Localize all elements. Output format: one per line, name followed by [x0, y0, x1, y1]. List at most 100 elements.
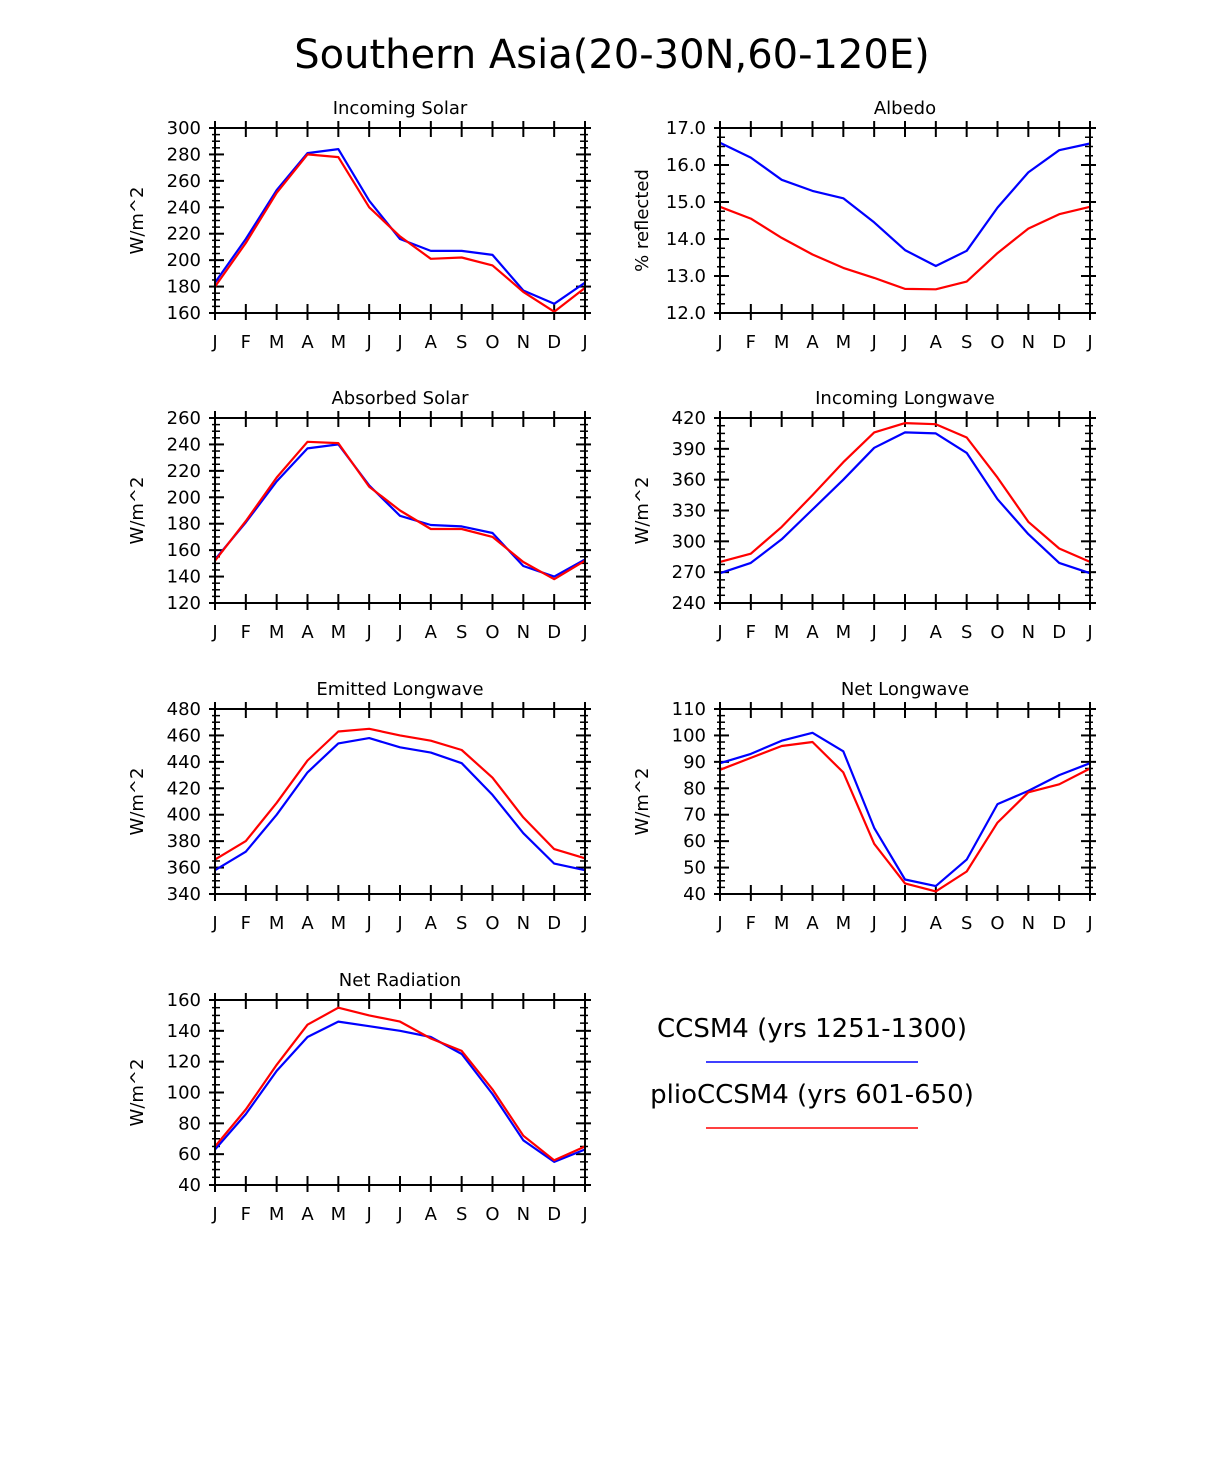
figure-title: Southern Asia(20-30N,60-120E) [294, 32, 930, 78]
x-tick-label: A [301, 622, 314, 643]
x-tick-label: A [425, 913, 438, 934]
series-line [214, 1020, 586, 1164]
panel-title: Absorbed Solar [331, 388, 469, 409]
y-tick-label: 240 [167, 197, 201, 218]
series-line [719, 205, 1091, 291]
x-tick-label: J [901, 913, 907, 934]
series-line [214, 727, 586, 861]
series-line [214, 736, 586, 872]
y-tick-label: 80 [683, 778, 706, 799]
panel-title: Incoming Longwave [815, 388, 995, 409]
y-tick-label: 220 [167, 461, 201, 482]
x-tick-label: A [930, 913, 943, 934]
x-tick-label: J [211, 1204, 217, 1225]
x-tick-label: D [1052, 913, 1066, 934]
series-line [719, 740, 1091, 893]
y-tick-label: 240 [672, 593, 706, 614]
x-tick-label: M [269, 332, 285, 353]
y-tick-label: 260 [167, 171, 201, 192]
y-tick-label: 460 [167, 725, 201, 746]
x-tick-label: M [331, 913, 347, 934]
x-tick-label: J [901, 332, 907, 353]
x-tick-label: A [425, 622, 438, 643]
x-tick-label: D [1052, 332, 1066, 353]
plot-frame [719, 127, 1091, 314]
y-tick-label: 100 [167, 1083, 201, 1104]
x-tick-label: M [836, 913, 852, 934]
panel-title: Emitted Longwave [316, 679, 483, 700]
x-tick-label: O [990, 332, 1004, 353]
plot-frame [719, 708, 1091, 895]
x-tick-label: O [990, 913, 1004, 934]
y-tick-label: 300 [672, 531, 706, 552]
x-tick-label: A [301, 913, 314, 934]
y-tick-label: 13.0 [666, 266, 706, 287]
x-tick-label: F [241, 913, 251, 934]
y-tick-label: 440 [167, 752, 201, 773]
y-tick-label: 400 [167, 805, 201, 826]
x-tick-label: N [517, 1204, 530, 1225]
x-tick-label: J [901, 622, 907, 643]
x-tick-label: A [425, 1204, 438, 1225]
x-tick-label: O [485, 332, 499, 353]
x-tick-label: J [716, 622, 722, 643]
x-tick-label: J [396, 913, 402, 934]
x-tick-label: M [269, 622, 285, 643]
x-tick-label: D [547, 913, 561, 934]
x-tick-label: O [485, 1204, 499, 1225]
x-tick-label: M [331, 332, 347, 353]
x-tick-label: J [871, 913, 877, 934]
series-line [214, 1006, 586, 1162]
y-tick-label: 260 [167, 408, 201, 429]
y-tick-label: 90 [683, 752, 706, 773]
x-tick-label: M [331, 1204, 347, 1225]
x-tick-label: O [990, 622, 1004, 643]
y-tick-label: 390 [672, 439, 706, 460]
y-tick-label: 360 [167, 858, 201, 879]
y-tick-label: 120 [167, 593, 201, 614]
y-tick-label: 240 [167, 434, 201, 455]
x-tick-label: J [581, 1204, 587, 1225]
y-tick-label: 16.0 [666, 155, 706, 176]
x-tick-label: N [1022, 622, 1035, 643]
series-line [719, 141, 1091, 268]
y-tick-label: 60 [178, 1144, 201, 1165]
y-tick-label: 110 [672, 699, 706, 720]
x-tick-label: M [836, 622, 852, 643]
x-tick-label: J [581, 622, 587, 643]
x-tick-label: M [774, 332, 790, 353]
x-tick-label: M [774, 622, 790, 643]
legend-label-ccsm4: CCSM4 (yrs 1251-1300) [657, 1014, 967, 1044]
x-tick-label: F [241, 332, 251, 353]
series-line [719, 431, 1091, 575]
x-tick-label: J [396, 332, 402, 353]
y-tick-label: 60 [683, 831, 706, 852]
x-tick-label: S [456, 913, 467, 934]
panel-title: Albedo [874, 98, 936, 119]
y-axis-label: W/m^2 [127, 477, 148, 545]
x-tick-label: A [301, 1204, 314, 1225]
x-tick-label: A [806, 913, 819, 934]
y-tick-label: 140 [167, 1021, 201, 1042]
y-axis-label: W/m^2 [632, 477, 653, 545]
y-tick-label: 200 [167, 487, 201, 508]
x-tick-label: M [269, 913, 285, 934]
x-tick-label: J [716, 913, 722, 934]
x-tick-label: J [396, 622, 402, 643]
x-tick-label: J [366, 622, 372, 643]
y-tick-label: 180 [167, 277, 201, 298]
series-line [719, 422, 1091, 563]
y-axis-label: W/m^2 [632, 768, 653, 836]
x-tick-label: J [211, 622, 217, 643]
y-tick-label: 380 [167, 831, 201, 852]
y-axis-label: W/m^2 [127, 187, 148, 255]
chart-panel: Albedo % reflected 12.0 13.0 14.0 15.0 16.0 17.… [632, 98, 1096, 353]
x-tick-label: M [836, 332, 852, 353]
x-tick-label: J [871, 332, 877, 353]
series-line [214, 153, 586, 313]
y-tick-label: 12.0 [666, 303, 706, 324]
x-tick-label: D [547, 622, 561, 643]
x-tick-label: F [746, 622, 756, 643]
chart-panel: Incoming Longwave W/m^2 240 270 300 330 360 390… [632, 388, 1096, 643]
